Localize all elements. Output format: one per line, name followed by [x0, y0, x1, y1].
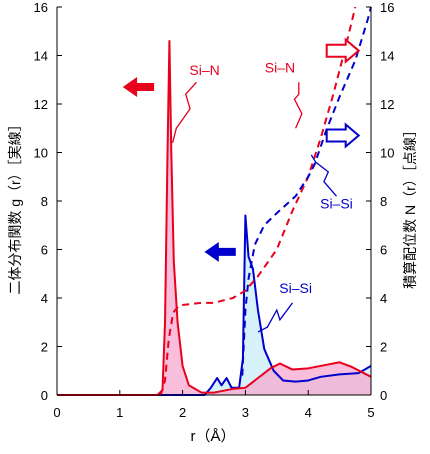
series-layer — [57, 6, 372, 396]
annotation-layer: Si–N Si–N Si–Si Si–Si — [122, 37, 361, 333]
y-tick-label-right: 16 — [380, 0, 394, 15]
y-tick-label-left: 16 — [34, 0, 48, 15]
y-tick-label-left: 8 — [41, 194, 48, 209]
label-sisi-dashed: Si–Si — [320, 195, 353, 211]
x-tick-label: 1 — [116, 405, 123, 420]
label-sisi-solid: Si–Si — [279, 280, 312, 296]
y-tick-label-left: 6 — [41, 243, 48, 258]
y-axis-right-label: 積算配位数 N（r）［点線］ — [402, 123, 418, 289]
y-tick-label-right: 6 — [380, 243, 387, 258]
y-tick-label-right: 0 — [380, 388, 387, 403]
series-fill-sin-0 — [57, 40, 371, 395]
label-sin-solid: Si–N — [189, 62, 219, 78]
y-tick-label-right: 12 — [380, 97, 394, 112]
y-tick-label-left: 10 — [34, 146, 48, 161]
label-sin-dashed-leader — [293, 82, 303, 129]
fill-layer — [57, 40, 371, 395]
x-tick-label: 5 — [367, 405, 374, 420]
series-line-sin-solid — [57, 39, 372, 396]
label-sisi-solid-leader — [257, 302, 294, 333]
y-tick-label-left: 14 — [34, 49, 48, 64]
x-axis-label: r（Å） — [190, 428, 235, 445]
y-axis-left-label: 二体分布関数 g（r）［実線］ — [7, 117, 23, 294]
x-tick-label: 4 — [305, 405, 312, 420]
y-tick-label-left: 0 — [41, 388, 48, 403]
arrow-red-left — [122, 77, 155, 97]
label-sin-dashed: Si–N — [265, 59, 295, 75]
arrow-red-right — [325, 37, 361, 64]
y-tick-label-left: 4 — [41, 291, 48, 306]
x-tick-label: 2 — [179, 405, 186, 420]
series-line-sin-dashed — [159, 6, 357, 396]
label-sin-solid-leader — [171, 81, 197, 143]
label-sisi-dashed-leader — [310, 154, 337, 197]
y-tick-label-right: 2 — [380, 340, 387, 355]
y-tick-label-right: 10 — [380, 146, 394, 161]
y-tick-label-left: 12 — [34, 97, 48, 112]
y-tick-label-left: 2 — [41, 340, 48, 355]
x-tick-label: 0 — [53, 405, 60, 420]
y-tick-label-right: 4 — [380, 291, 387, 306]
y-tick-label-right: 8 — [380, 194, 387, 209]
x-tick-label: 3 — [242, 405, 249, 420]
series-line-sisi-dashed — [241, 6, 372, 376]
y-tick-label-right: 14 — [380, 49, 394, 64]
arrow-blue-right — [325, 122, 361, 149]
arrow-blue-left — [204, 241, 236, 262]
